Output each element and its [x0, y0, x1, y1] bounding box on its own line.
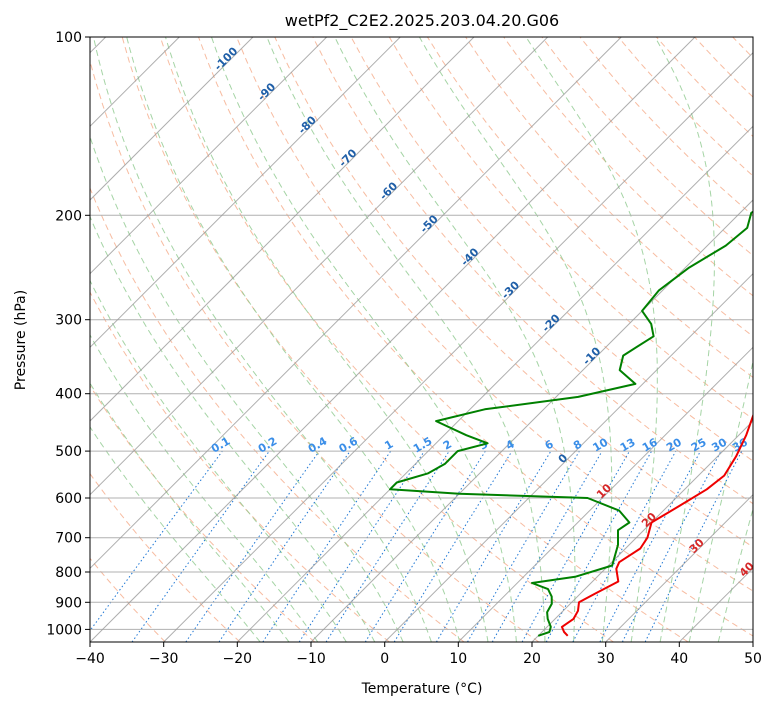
- mixing-ratio-line: [521, 450, 630, 642]
- x-tick-label: 50: [744, 651, 762, 667]
- moist-adiabat-line: [90, 334, 319, 642]
- x-tick-label: 0: [380, 651, 389, 667]
- moist-adiabat-line: [717, 507, 753, 642]
- dry-adiabat-line: [90, 384, 316, 642]
- y-tick-label: 800: [55, 565, 82, 581]
- moist-adiabat-line: [165, 37, 489, 642]
- moist-adiabat-line: [211, 37, 517, 642]
- mixing-ratio-line: [545, 450, 653, 642]
- chart-title: wetPf2_C2E2.2025.203.04.20.G06: [285, 11, 559, 31]
- isotherm-line: [163, 51, 753, 642]
- moist-adiabat-line: [90, 382, 290, 642]
- moist-adiabat-line: [418, 37, 613, 642]
- moist-adiabat-line: [90, 135, 404, 642]
- dry-adiabat-line: [503, 37, 753, 297]
- isotherms: [90, 37, 753, 642]
- x-axis-ticks: −40 −30 −20 −10 0 10 20 30 40 50: [75, 642, 762, 667]
- y-tick-label: 700: [55, 531, 82, 547]
- mixing-ratio-lines: [90, 450, 743, 642]
- dry-adiabat-line: [236, 37, 753, 592]
- dry-adiabat-line: [90, 291, 390, 642]
- dry-adiabat-line: [90, 186, 465, 642]
- dry-adiabat-line: [388, 37, 753, 420]
- isotherm-line: [90, 37, 475, 422]
- dry-adiabat-line: [350, 37, 753, 462]
- y-tick-label: 1000: [46, 622, 82, 638]
- isotherm-line: [90, 37, 622, 570]
- dry-adiabat-line: [465, 37, 753, 338]
- dry-adiabat-line: [90, 59, 540, 642]
- x-axis-label: Temperature (°C): [361, 681, 483, 697]
- mixing-ratio-line: [218, 450, 351, 642]
- isotherm-line: [90, 37, 549, 496]
- dry-adiabat-line: [426, 37, 753, 378]
- temperature-profile: [560, 412, 753, 637]
- mixing-ratio-line: [262, 450, 392, 642]
- y-tick-label: 900: [55, 595, 82, 611]
- y-axis-label: Pressure (hPa): [13, 290, 29, 390]
- mixing-ratio-line: [90, 450, 223, 632]
- dry-adiabat-line: [274, 37, 753, 548]
- mixing-ratio-line: [644, 450, 743, 642]
- pressure-gridlines: [90, 37, 753, 630]
- x-tick-label: 40: [670, 651, 688, 667]
- y-tick-label: 600: [55, 491, 82, 507]
- y-tick-label: 200: [55, 208, 82, 224]
- dry-adiabat-line: [159, 37, 689, 642]
- moist-adiabat-line: [126, 37, 461, 642]
- moist-adiabat-line: [93, 37, 432, 642]
- x-tick-label: 30: [597, 651, 615, 667]
- x-tick-label: 10: [449, 651, 467, 667]
- mixing-ratio-line: [131, 450, 270, 642]
- sounding-profiles: [389, 210, 753, 637]
- moist-adiabat-line: [90, 215, 376, 642]
- x-tick-label: −30: [149, 651, 179, 667]
- x-tick-label: 20: [523, 651, 541, 667]
- x-tick-label: −10: [296, 651, 326, 667]
- moist-adiabat-line: [334, 37, 576, 642]
- plot-area: [90, 37, 753, 642]
- moist-adiabat-line: [525, 37, 658, 642]
- mixing-ratio-line: [185, 450, 320, 642]
- moist-adiabat-line: [654, 37, 716, 642]
- isotherm-line: [90, 37, 328, 275]
- isotherm-line: [605, 493, 753, 642]
- mixing-ratio-line: [298, 450, 425, 642]
- x-tick-label: −20: [223, 651, 253, 667]
- isotherm-line: [310, 199, 753, 642]
- y-tick-label: 500: [55, 444, 82, 460]
- isotherm-line: [457, 346, 753, 642]
- dry-adiabat-line: [312, 37, 753, 505]
- isotherm-line: [90, 37, 401, 349]
- mixing-ratio-line: [572, 450, 677, 642]
- isotherm-line: [531, 420, 753, 642]
- isotherm-line: [236, 125, 753, 642]
- plot-frame: [89, 36, 754, 643]
- moist-adiabat-line: [90, 426, 261, 642]
- isotherm-line: [384, 272, 753, 642]
- x-tick-label: −40: [75, 651, 105, 667]
- isotherm-line: [90, 37, 696, 642]
- y-tick-label: 100: [55, 30, 82, 46]
- y-tick-label: 400: [55, 387, 82, 403]
- y-axis-ticks: 100 200 300 400 500 600 700 800 900 1000: [46, 30, 90, 638]
- dry-adiabat-line: [90, 472, 241, 642]
- moist-adiabat-line: [266, 37, 546, 642]
- moist-adiabat-line: [688, 359, 753, 642]
- dewpoint-profile: [389, 210, 753, 637]
- isotherm-line: [90, 37, 254, 201]
- dry-adiabat-line: [121, 37, 614, 642]
- mixing-ratio-line: [325, 450, 450, 642]
- y-tick-label: 300: [55, 313, 82, 329]
